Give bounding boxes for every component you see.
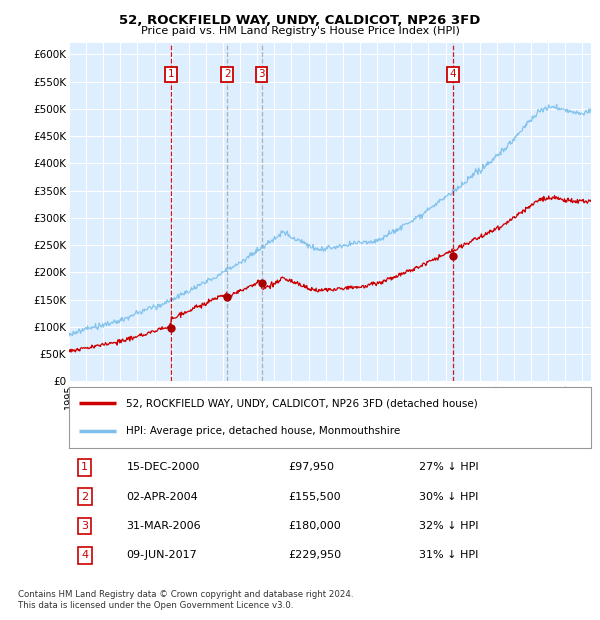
Text: 32% ↓ HPI: 32% ↓ HPI	[419, 521, 478, 531]
Text: 3: 3	[258, 69, 265, 79]
Text: 52, ROCKFIELD WAY, UNDY, CALDICOT, NP26 3FD (detached house): 52, ROCKFIELD WAY, UNDY, CALDICOT, NP26 …	[127, 398, 478, 409]
Text: 4: 4	[450, 69, 457, 79]
Text: £155,500: £155,500	[288, 492, 341, 502]
Text: Contains HM Land Registry data © Crown copyright and database right 2024.
This d: Contains HM Land Registry data © Crown c…	[18, 590, 353, 609]
Text: 4: 4	[81, 550, 88, 560]
Text: 2: 2	[224, 69, 230, 79]
Text: HPI: Average price, detached house, Monmouthshire: HPI: Average price, detached house, Monm…	[127, 426, 401, 436]
Text: 2: 2	[81, 492, 88, 502]
Text: 3: 3	[81, 521, 88, 531]
Text: £229,950: £229,950	[288, 550, 341, 560]
Text: £180,000: £180,000	[288, 521, 341, 531]
Text: 1: 1	[81, 463, 88, 472]
Text: 30% ↓ HPI: 30% ↓ HPI	[419, 492, 478, 502]
Text: 52, ROCKFIELD WAY, UNDY, CALDICOT, NP26 3FD: 52, ROCKFIELD WAY, UNDY, CALDICOT, NP26 …	[119, 14, 481, 27]
Text: 1: 1	[167, 69, 175, 79]
Text: Price paid vs. HM Land Registry's House Price Index (HPI): Price paid vs. HM Land Registry's House …	[140, 26, 460, 36]
Text: 09-JUN-2017: 09-JUN-2017	[127, 550, 197, 560]
Text: 02-APR-2004: 02-APR-2004	[127, 492, 198, 502]
Text: 27% ↓ HPI: 27% ↓ HPI	[419, 463, 478, 472]
Text: £97,950: £97,950	[288, 463, 334, 472]
Text: 31-MAR-2006: 31-MAR-2006	[127, 521, 201, 531]
Text: 31% ↓ HPI: 31% ↓ HPI	[419, 550, 478, 560]
Text: 15-DEC-2000: 15-DEC-2000	[127, 463, 200, 472]
